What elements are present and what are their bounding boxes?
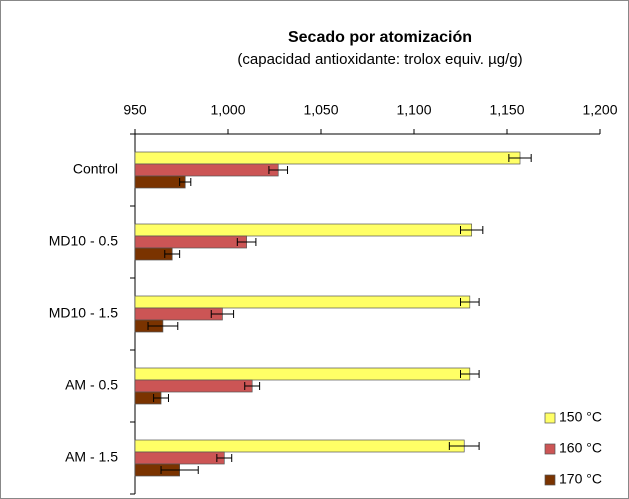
x-tick-label: 1,150 (489, 102, 524, 118)
bar (134, 151, 521, 165)
y-tick-label: MD10 - 0.5 (49, 233, 118, 249)
bar (134, 295, 471, 309)
legend-swatch (544, 443, 556, 455)
y-tick-label: MD10 - 1.5 (49, 305, 118, 321)
legend-label: 150 °C (559, 409, 602, 425)
x-tick-label: 1,200 (582, 102, 617, 118)
y-tick-label: AM - 1.5 (65, 449, 118, 465)
error-bar (268, 166, 289, 174)
x-tick-label: 1,100 (396, 102, 431, 118)
bar (134, 163, 279, 177)
bar (134, 379, 253, 393)
x-tick-label: 950 (123, 102, 147, 118)
bar (134, 451, 225, 465)
legend-label: 170 °C (559, 471, 602, 487)
error-bar (210, 310, 235, 318)
error-bar (179, 178, 192, 186)
chart-subtitle: (capacidad antioxidante: trolox equiv. µ… (237, 51, 522, 68)
y-tick-label: Control (73, 161, 118, 177)
x-tick-label: 1,000 (210, 102, 245, 118)
error-bar (460, 298, 480, 306)
error-bar (164, 250, 181, 258)
bar (134, 367, 471, 381)
bar (134, 223, 473, 237)
error-bar (160, 466, 199, 474)
legend-swatch (544, 412, 556, 424)
x-tick-label: 1,050 (303, 102, 338, 118)
y-tick-label: AM - 0.5 (65, 377, 118, 393)
bar (134, 307, 223, 321)
error-bar (448, 442, 480, 450)
bar (134, 439, 465, 453)
error-bar (236, 238, 257, 246)
error-bar (216, 454, 233, 462)
error-bar (147, 322, 179, 330)
error-bar (244, 382, 261, 390)
bar (134, 235, 247, 249)
legend-swatch (544, 474, 556, 486)
chart-title: Secado por atomización (288, 29, 472, 46)
error-bar (508, 154, 532, 162)
bar (134, 175, 186, 189)
error-bar (460, 370, 480, 378)
error-bar (460, 226, 484, 234)
error-bar (153, 394, 169, 402)
legend-label: 160 °C (559, 440, 602, 456)
